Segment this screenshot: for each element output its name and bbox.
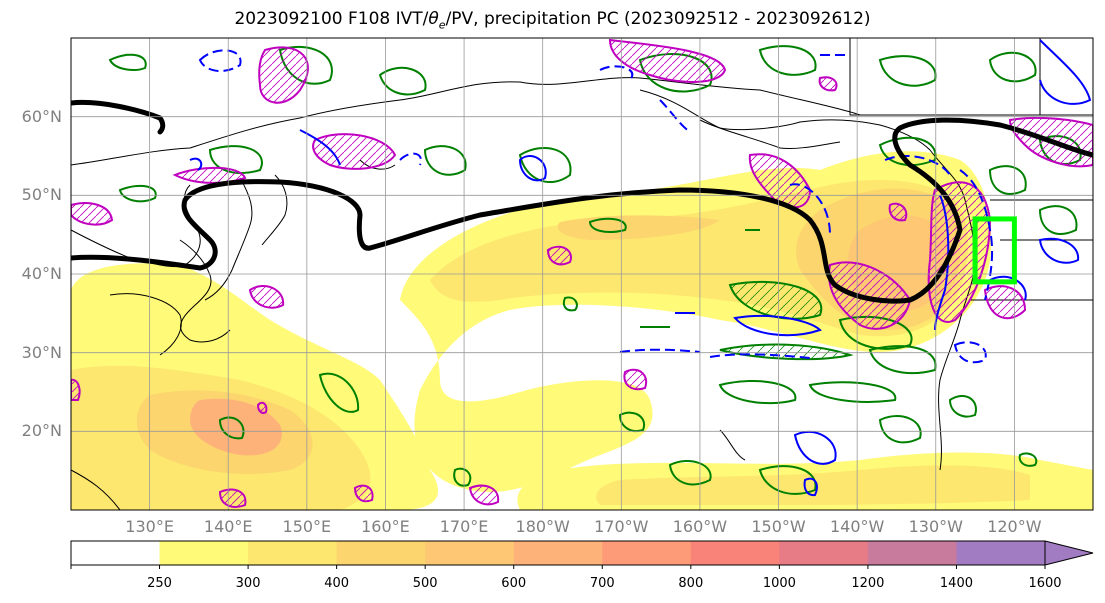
longitude-label: 170°E — [439, 517, 489, 536]
colorbar-segment — [690, 541, 780, 565]
colorbar-segment — [425, 541, 515, 565]
colorbar-tick-label: 700 — [589, 576, 615, 591]
colorbar-tick-label: 800 — [678, 576, 704, 591]
colorbar-tick-label: 300 — [235, 576, 261, 591]
theta-e-contours — [108, 45, 1082, 495]
longitude-label: 130°W — [908, 517, 963, 536]
longitude-label: 120°W — [987, 517, 1042, 536]
precip-pc-contours — [71, 38, 1093, 508]
longitude-label: 160°W — [672, 517, 728, 536]
colorbar-tick-label: 250 — [147, 576, 172, 591]
latitude-label: 60°N — [21, 106, 62, 126]
latitude-label: 50°N — [21, 185, 62, 205]
pv-contours — [189, 39, 1092, 497]
colorbar-segment — [71, 541, 161, 565]
target-region-box — [972, 216, 1017, 285]
latitude-label: 30°N — [21, 342, 62, 362]
longitude-label: 150°E — [282, 517, 332, 536]
longitude-label: 130°E — [125, 517, 174, 536]
colorbar-segment — [513, 541, 603, 565]
colorbar-extend-arrow — [1045, 541, 1093, 565]
colorbar-tick-label: 1000 — [762, 576, 796, 591]
lat-lon-grid — [71, 38, 1093, 510]
ivt-shading — [71, 151, 1093, 510]
colorbar-segment — [956, 541, 1046, 565]
longitude-label: 180°W — [515, 517, 570, 536]
latitude-label: 20°N — [21, 421, 62, 441]
colorbar-segment — [779, 541, 869, 565]
colorbar-segment — [159, 541, 249, 565]
colorbar-tick-label: 500 — [412, 576, 438, 591]
longitude-label: 170°W — [594, 517, 649, 536]
longitude-label: 140°E — [203, 517, 253, 536]
map-title: 2023092100 F108 IVT/θe/PV, precipitation… — [234, 9, 871, 32]
colorbar-segment — [336, 541, 426, 565]
colorbar-tick-label: 400 — [324, 576, 350, 591]
colorbar-frame — [70, 540, 1046, 566]
colorbar-tick-label: 600 — [501, 576, 527, 591]
colorbar-tick-label: 1400 — [939, 576, 973, 591]
colorbar-segment — [602, 541, 692, 565]
colorbar-segment — [867, 541, 957, 565]
longitude-label: 140°W — [829, 517, 885, 536]
colorbar — [70, 540, 1094, 569]
latitude-label: 40°N — [21, 264, 62, 283]
longitude-label: 150°W — [751, 517, 806, 536]
map-frame — [70, 37, 1094, 511]
jet-contour — [71, 99, 1093, 304]
colorbar-tick-label: 1600 — [1028, 576, 1062, 591]
theta-e-hatch — [720, 281, 850, 360]
longitude-label: 160°E — [361, 517, 410, 536]
colorbar-segment — [248, 541, 338, 565]
colorbar-tick-label: 1200 — [851, 576, 885, 591]
